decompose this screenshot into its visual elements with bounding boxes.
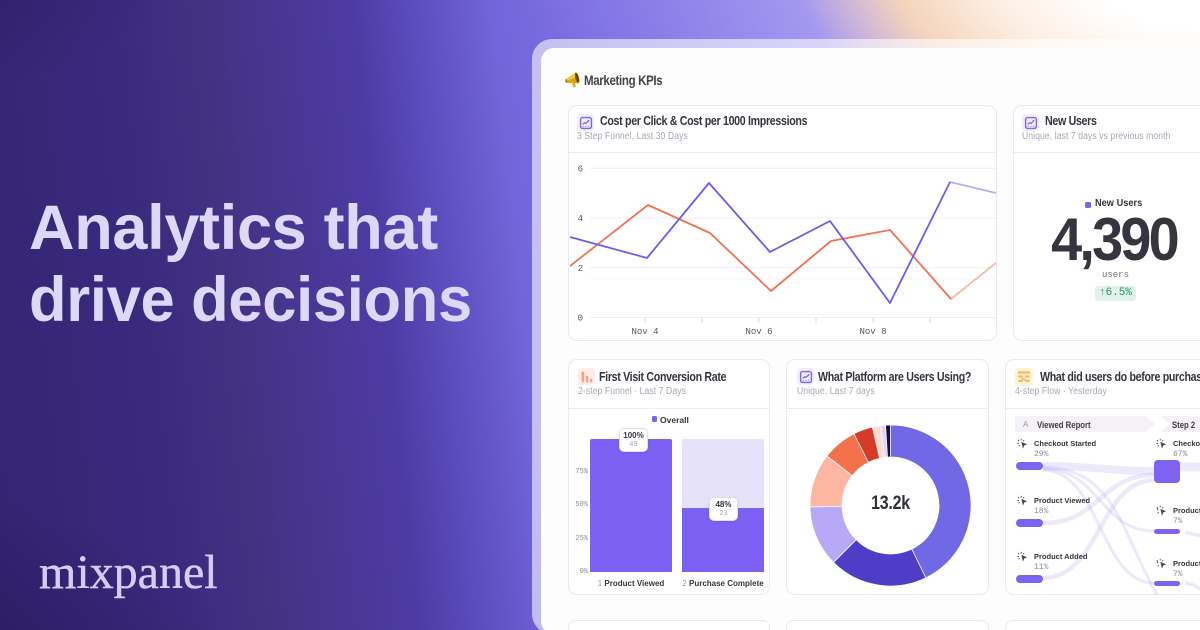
svg-text:0: 0 [578,314,583,324]
svg-text:Nov 4: Nov 4 [631,327,658,337]
svg-text:Nov 6: Nov 6 [745,327,772,337]
svg-text:Nov 8: Nov 8 [859,327,886,337]
svg-text:2: 2 [578,264,583,274]
svg-text:4: 4 [578,214,583,224]
svg-text:6: 6 [578,165,583,175]
